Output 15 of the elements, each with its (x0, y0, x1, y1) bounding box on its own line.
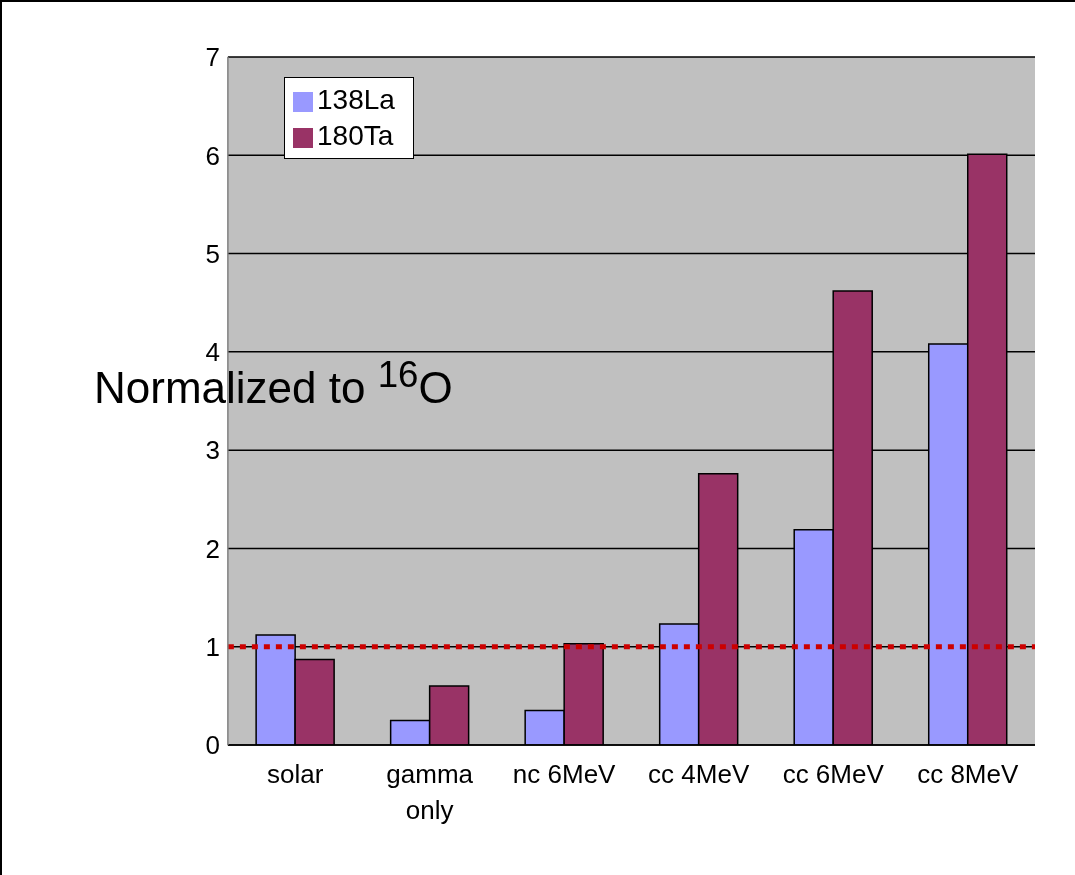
x-tick-label: solar (266, 759, 324, 789)
y-tick-label: 2 (205, 533, 220, 564)
x-tick-label: nc 6MeV (512, 759, 617, 789)
legend-label: 138La (317, 84, 395, 115)
x-tick-label: gamma only (386, 759, 474, 825)
y-tick-label: 5 (205, 238, 220, 269)
y-tick-label: 7 (205, 42, 220, 73)
y-tick-label: 3 (205, 435, 220, 466)
x-tick-label: cc 4MeV (648, 759, 750, 789)
x-tick-label: cc 8MeV (917, 759, 1019, 789)
y-tick-label: 6 (205, 140, 220, 171)
x-tick-label: cc 6MeV (782, 759, 885, 789)
y-tick-label: 0 (205, 730, 220, 761)
legend-label: 180Ta (317, 120, 394, 151)
y-tick-label: 1 (205, 631, 220, 662)
